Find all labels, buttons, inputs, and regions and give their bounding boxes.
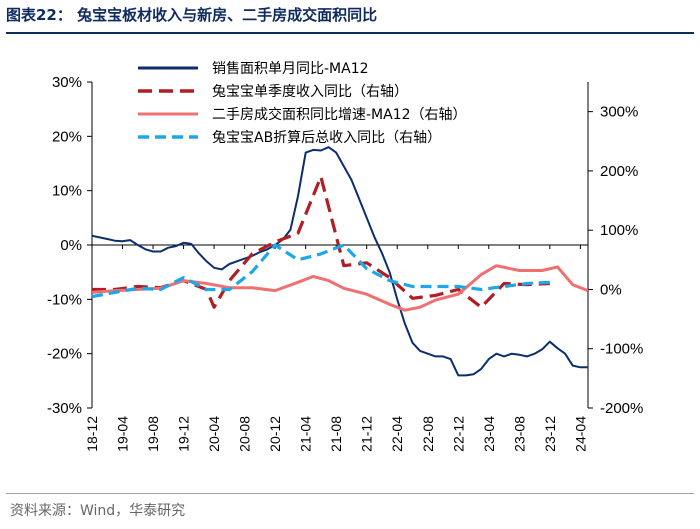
left-axis-tick-label: 10% — [52, 183, 82, 200]
legend-label-4: 兔宝宝AB折算后总收入同比（右轴） — [212, 130, 441, 146]
x-axis-tick-label: 23-08 — [511, 416, 527, 452]
left-axis-tick-label: 30% — [52, 74, 82, 91]
x-axis-tick-label: 22-04 — [389, 416, 405, 452]
series-line-1 — [91, 146, 588, 377]
x-axis-tick-label: 18-12 — [84, 416, 100, 452]
series-line-2 — [92, 175, 550, 309]
left-axis-tick-label: -20% — [47, 346, 82, 363]
x-axis-tick-label: 21-04 — [298, 416, 314, 452]
title-divider — [6, 32, 694, 34]
x-axis-tick-label: 22-08 — [420, 416, 436, 452]
legend-label-1: 销售面积单月同比-MA12 — [212, 61, 369, 77]
x-axis-tick-label: 23-04 — [481, 416, 497, 452]
series-line-4 — [91, 243, 550, 299]
left-axis-tick-label: -30% — [47, 400, 82, 417]
x-axis-tick-label: 19-04 — [115, 416, 131, 452]
x-axis-tick-label: 22-12 — [450, 416, 466, 452]
chart-legend: 销售面积单月同比-MA12 兔宝宝单季度收入同比（右轴） 二手房成交面积同比增速-M… — [138, 61, 467, 146]
right-axis-tick-label: -200% — [600, 400, 643, 417]
x-axis-tick-label: 20-12 — [267, 416, 283, 452]
x-axis-tick-label: 20-04 — [206, 416, 222, 452]
x-axis-tick-label: 21-12 — [359, 416, 375, 452]
right-axis-tick-label: 0% — [600, 281, 622, 298]
legend-label-2: 兔宝宝单季度收入同比（右轴） — [212, 84, 408, 100]
x-axis-tick-label: 24-04 — [572, 416, 588, 452]
x-axis-tick-label: 20-08 — [237, 416, 253, 452]
source-divider — [6, 493, 694, 494]
x-axis-tick-label: 21-08 — [328, 416, 344, 452]
chart-axes: -30% -20% -10% 0% 10% 20% 30% -200% -100% 0% 100% 2… — [47, 74, 643, 452]
left-axis-tick-label: 0% — [60, 237, 82, 254]
figure-title: 图表22： 兔宝宝板材收入与新房、二手房成交面积同比 — [6, 6, 378, 24]
series-line-3 — [91, 264, 589, 312]
legend-label-3: 二手房成交面积同比增速-MA12（右轴） — [212, 106, 467, 123]
x-axis-tick-label: 19-12 — [176, 416, 192, 452]
right-axis-tick-label: 300% — [600, 104, 638, 121]
right-axis-tick-label: -100% — [600, 341, 643, 358]
x-axis-tick-label: 23-12 — [542, 416, 558, 452]
source-note: 资料来源：Wind，华泰研究 — [10, 503, 186, 519]
series-layer — [91, 146, 589, 377]
left-axis-tick-label: 20% — [52, 128, 82, 145]
right-axis-tick-label: 100% — [600, 222, 638, 239]
right-axis-tick-label: 200% — [600, 163, 638, 180]
left-axis-tick-label: -10% — [47, 291, 82, 308]
x-axis-tick-label: 19-08 — [145, 416, 161, 452]
